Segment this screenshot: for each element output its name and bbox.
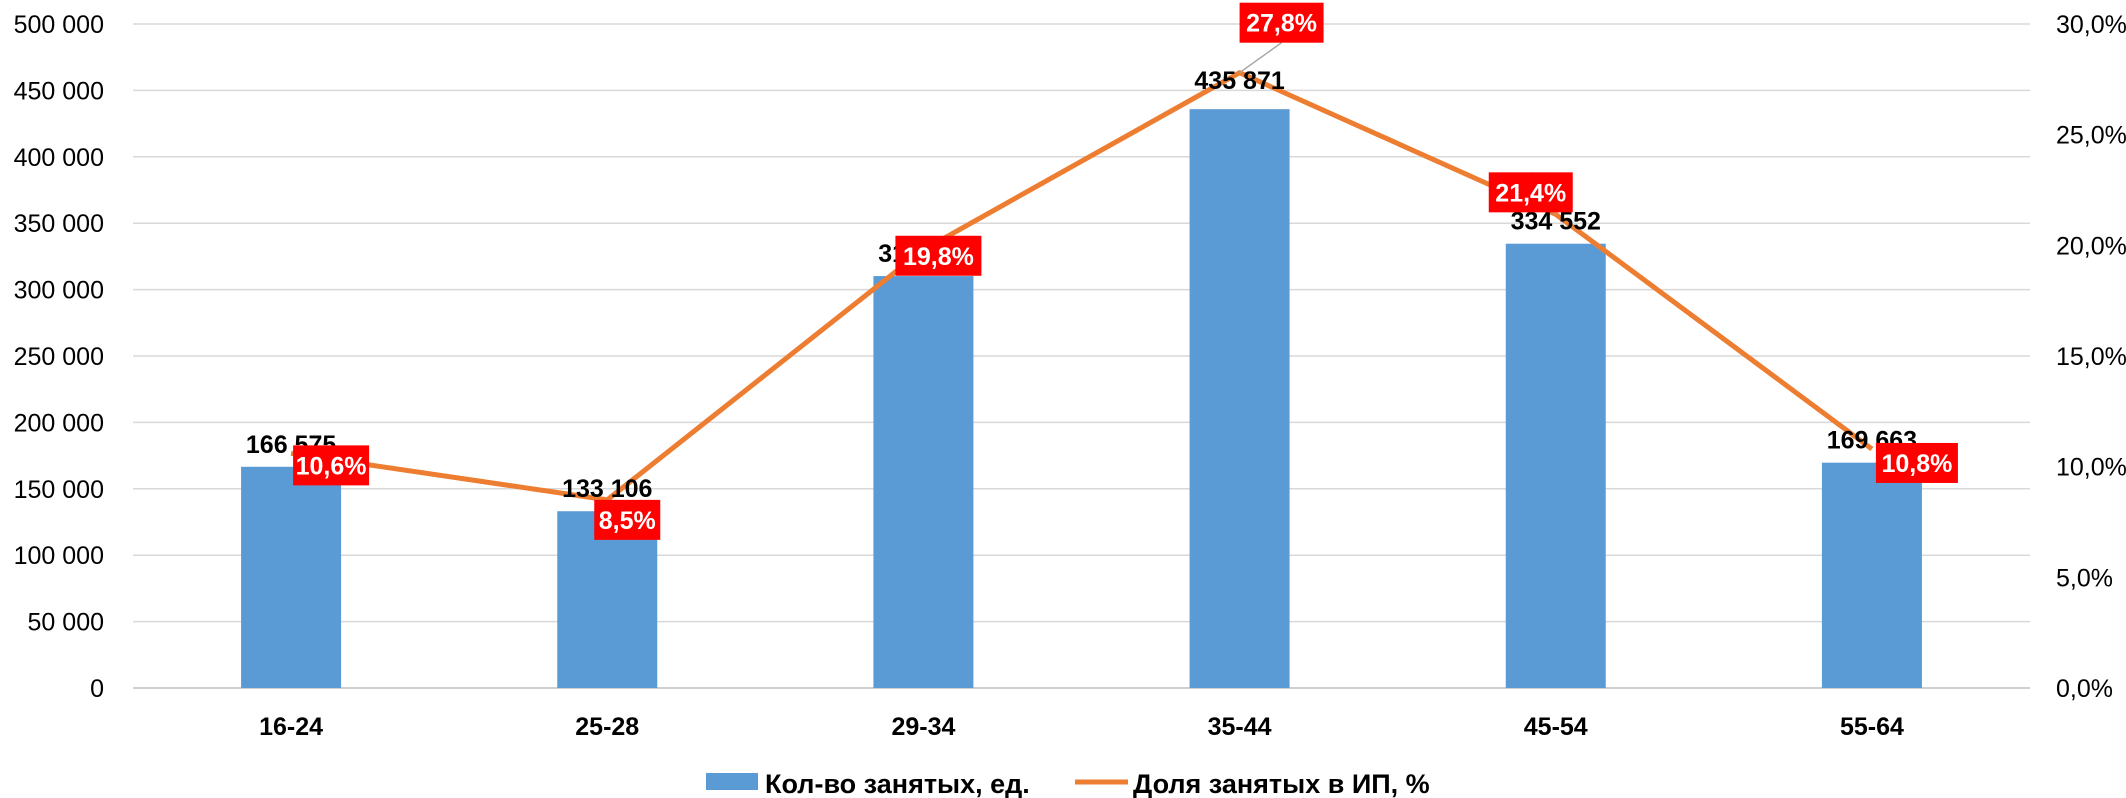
percent-label-box	[594, 499, 661, 540]
percent-label-box	[293, 445, 370, 486]
bar	[1505, 243, 1606, 688]
bar	[557, 511, 658, 688]
left-axis-ticks: 0 50 000 100 000 150 000 200 000 250 000 300 0…	[14, 11, 104, 703]
bar	[1821, 462, 1922, 688]
legend: Кол-во занятых, ед. Доля занятых в ИП, %	[706, 769, 1430, 798]
category-axis-labels: 16-24 25-28 29-34 35-44 45-54 55-64	[259, 713, 1904, 741]
percent-value-labels: 10,6% 8,5% 19,8% 27,8% 21,4% 10,8%	[293, 2, 1958, 540]
line-path	[290, 70, 1874, 503]
bar	[873, 276, 974, 688]
percent-value-label: 27,8%	[1246, 10, 1317, 38]
percent-value-label: 10,6%	[296, 452, 367, 480]
left-axis-tick-label: 450 000	[14, 77, 104, 105]
left-axis-tick-label: 200 000	[14, 409, 104, 437]
gridlines	[133, 23, 2030, 689]
left-axis-tick-label: 150 000	[14, 476, 104, 504]
percent-label-box	[895, 235, 982, 276]
left-axis-tick-label: 50 000	[28, 609, 104, 637]
right-axis-tick-label: 15,0%	[2056, 343, 2126, 371]
left-axis-tick-label: 400 000	[14, 144, 104, 172]
bar-value-label: 435 871	[1194, 67, 1284, 95]
left-axis-tick-label: 500 000	[14, 11, 104, 39]
category-label: 35-44	[1208, 713, 1272, 741]
legend-line-label: Доля занятых в ИП, %	[1133, 769, 1430, 798]
percent-label-box	[1875, 442, 1958, 483]
right-axis-tick-label: 5,0%	[2056, 564, 2113, 592]
left-axis-tick-label: 100 000	[14, 542, 104, 570]
category-label: 55-64	[1840, 713, 1904, 741]
right-axis-tick-label: 30,0%	[2056, 11, 2126, 39]
leader-line	[1239, 42, 1283, 74]
right-axis-ticks: 0,0% 5,0% 10,0% 15,0% 20,0% 25,0% 30,0%	[2056, 11, 2126, 703]
category-label: 29-34	[891, 713, 955, 741]
right-axis-tick-label: 0,0%	[2056, 675, 2113, 703]
percent-label-box	[1488, 172, 1573, 213]
category-label: 16-24	[259, 713, 323, 741]
bar-value-label: 334 552	[1511, 208, 1601, 236]
bar-series	[241, 109, 1922, 688]
legend-bar-swatch	[706, 773, 758, 790]
bar-value-label: 133 106	[562, 475, 652, 503]
right-axis-tick-label: 20,0%	[2056, 232, 2126, 260]
category-label: 45-54	[1524, 713, 1588, 741]
right-axis-tick-label: 25,0%	[2056, 122, 2126, 150]
left-axis-tick-label: 250 000	[14, 343, 104, 371]
legend-bar-label: Кол-во занятых, ед.	[765, 769, 1030, 798]
percent-label-box	[1239, 2, 1324, 43]
percent-value-label: 10,8%	[1881, 450, 1952, 478]
right-axis-tick-label: 10,0%	[2056, 454, 2126, 482]
percent-value-label: 8,5%	[599, 507, 656, 535]
left-axis-tick-label: 350 000	[14, 210, 104, 238]
bar	[1189, 109, 1290, 688]
percent-value-label: 19,8%	[903, 243, 974, 271]
percent-value-label: 21,4%	[1495, 179, 1566, 207]
line-series	[290, 70, 1874, 503]
category-label: 25-28	[575, 713, 639, 741]
left-axis-tick-label: 0	[90, 675, 104, 703]
left-axis-tick-label: 300 000	[14, 277, 104, 305]
bar	[241, 466, 342, 688]
